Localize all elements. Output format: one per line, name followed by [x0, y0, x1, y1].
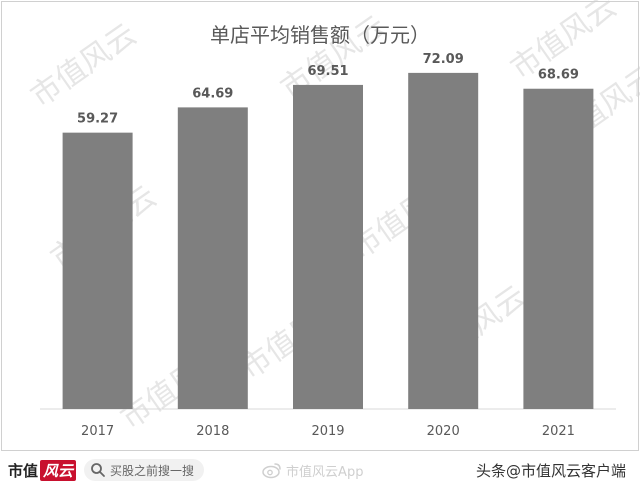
bar-value-label: 72.09 — [423, 52, 464, 67]
bar-2019 — [293, 84, 363, 410]
search-box[interactable]: 买股之前搜一搜 — [84, 459, 205, 481]
bar-2018 — [177, 107, 248, 409]
weibo-icon — [262, 463, 281, 479]
x-tick-label: 2018 — [196, 424, 229, 439]
brand-logo: 市值 风云 — [8, 459, 77, 481]
bar-2020 — [408, 72, 479, 409]
weibo-credit: 市值风云App — [262, 461, 363, 480]
bar-value-label: 59.27 — [77, 112, 118, 127]
x-tick-label: 2020 — [427, 424, 460, 439]
bar-value-label: 68.69 — [538, 68, 579, 83]
bar-series: 59.27 2017 64.69 2018 69.51 2019 72.09 2020 68.6… — [62, 52, 594, 439]
logo-text: 市值 — [8, 461, 39, 480]
logo-mark: 风云 — [40, 459, 77, 481]
x-tick-label: 2019 — [311, 424, 344, 439]
bar-2017 — [62, 132, 133, 409]
watermark-text: 市值风云 — [25, 17, 143, 114]
bar-value-label: 69.51 — [307, 64, 348, 79]
bar-value-label: 64.69 — [192, 86, 233, 101]
chart-border — [1, 1, 639, 451]
x-tick-label: 2021 — [542, 424, 575, 439]
search-text: 买股之前搜一搜 — [110, 463, 195, 478]
source-credit: 头条@市值风云客户端 — [475, 462, 626, 480]
bar-chart: 市值风云市值风云市值风云市值风云市值风云市值风云市值风云市值风云市值风云 单店平… — [1, 0, 640, 451]
x-tick-label: 2017 — [81, 424, 114, 439]
weibo-text: 市值风云App — [286, 464, 364, 480]
bar-2021 — [523, 88, 594, 409]
footer-bar: 市值 风云 买股之前搜一搜 市值风云App 头条@市值风云客户端 — [0, 452, 640, 488]
search-icon — [91, 463, 105, 477]
chart-title: 单店平均销售额（万元） — [210, 23, 430, 47]
